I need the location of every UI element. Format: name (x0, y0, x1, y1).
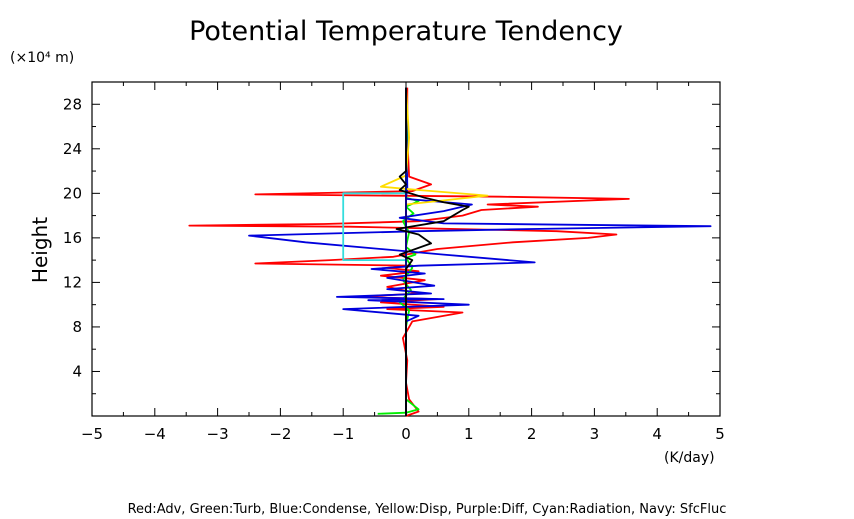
x-tick-label: −3 (207, 425, 229, 443)
x-tick-label: −2 (269, 425, 291, 443)
x-axis-label: (K/day) (664, 450, 715, 466)
x-tick-label: 1 (464, 425, 474, 443)
legend-text: Red:Adv, Green:Turb, Blue:Condense, Yell… (128, 502, 727, 517)
x-tick-label: −5 (81, 425, 103, 443)
y-axis-label: Height (28, 217, 52, 283)
x-tick-label: 4 (652, 425, 662, 443)
x-tick-label: 2 (527, 425, 537, 443)
x-tick-label: 0 (401, 425, 411, 443)
y-tick-label: 24 (63, 140, 82, 158)
chart-title: Potential Temperature Tendency (189, 16, 623, 47)
x-tick-label: −1 (332, 425, 354, 443)
x-tick-label: 5 (715, 425, 725, 443)
y-tick-label: 12 (63, 273, 82, 291)
y-tick-label: 8 (72, 318, 82, 336)
x-tick-label: −4 (144, 425, 166, 443)
series-line-total (395, 87, 470, 416)
y-tick-label: 16 (63, 229, 82, 247)
x-tick-label: 3 (590, 425, 600, 443)
series-line-yellow-disp (380, 87, 489, 416)
y-tick-label: 28 (63, 95, 82, 113)
series-line-blue-condense (248, 87, 712, 416)
y-tick-label: 20 (63, 184, 82, 202)
y-axis-unit: (×10⁴ m) (10, 50, 74, 66)
y-tick-label: 4 (72, 362, 82, 380)
series-line-cyan-radiation (342, 87, 407, 416)
